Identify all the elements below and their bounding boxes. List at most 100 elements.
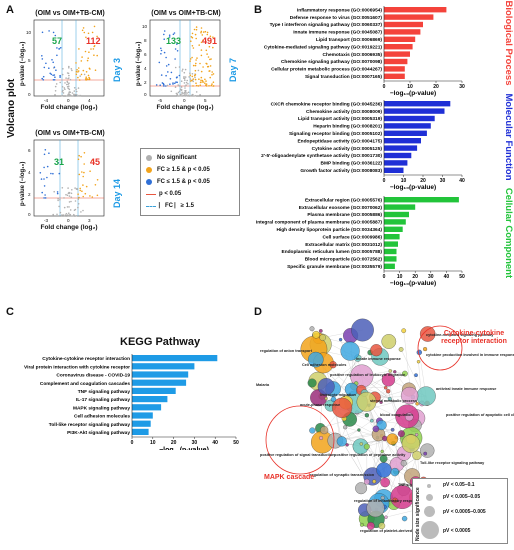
volcano-point (191, 75, 194, 78)
volcano-point (66, 80, 68, 83)
volcano-point (179, 93, 182, 96)
volcano-point (44, 197, 47, 199)
volcano-point (184, 79, 186, 81)
volcano-point (56, 192, 59, 195)
go-bar (384, 7, 447, 13)
volcano-point (176, 50, 179, 52)
network-node (364, 478, 370, 485)
volcano-point (205, 49, 208, 52)
go-bar-label: Cytokine activity (GO:0005125) (312, 146, 383, 152)
go-bar (384, 204, 416, 210)
go-bar-label: Extracellular matrix (GO:0031012) (305, 242, 382, 248)
volcano-point (53, 66, 56, 68)
volcano-point (68, 95, 71, 97)
legend-label: FC ≤ 1.5 & p < 0.05 (157, 179, 210, 185)
go-bar (384, 138, 421, 144)
kegg-tick-label: 0 (131, 440, 134, 446)
network-node (318, 329, 323, 333)
volcano-point (76, 94, 78, 96)
volcano-point (79, 187, 81, 190)
volcano-point (67, 192, 70, 195)
volcano-point (43, 166, 45, 169)
volcano-point (194, 76, 196, 79)
network-node (392, 497, 398, 503)
volcano-point (201, 34, 204, 36)
go-bar-label: Extracellular exosome (GO:0070062) (299, 205, 383, 211)
volcano-point (86, 59, 89, 62)
volcano-point (185, 81, 188, 84)
volcano-point (76, 95, 79, 97)
network-node (390, 467, 399, 477)
volcano-point (62, 89, 64, 92)
network-node-label: Malaria (256, 383, 270, 387)
volcano-point (192, 85, 194, 87)
volcano-point (176, 43, 178, 45)
volcano-point (96, 54, 98, 57)
volcano-point (75, 62, 77, 64)
volcano-day7-title: (OIM vs OIM+TB-CM) (151, 10, 221, 17)
volcano-point (88, 51, 90, 53)
go-bar (384, 51, 410, 57)
volcano-point (196, 57, 198, 59)
go-bar-label: Lipid transport activity (GO:0005319) (298, 116, 382, 122)
network-node (376, 462, 392, 478)
network-node (397, 430, 405, 438)
volcano-point (80, 60, 83, 62)
volcano-point (58, 48, 60, 50)
volcano-point (184, 90, 186, 92)
legend-dot-icon (146, 155, 152, 161)
go-tick-label: 0 (383, 84, 386, 90)
go-xlabel: −log₁₀(p-value) (390, 184, 436, 191)
volcano-point (83, 152, 86, 154)
volcano-day14-xlabel: Fold change (log₂) (40, 224, 98, 231)
go-tick-label: 50 (459, 274, 465, 280)
volcano-point (184, 85, 186, 87)
volcano-point (189, 60, 191, 62)
volcano-point (174, 86, 177, 88)
go-bar (384, 234, 400, 240)
volcano-point (158, 61, 161, 64)
kegg-bar (132, 387, 176, 394)
volcano-point (61, 94, 63, 97)
volcano-point (54, 34, 57, 37)
go-bar (384, 73, 405, 79)
legend-node-icon (424, 506, 435, 517)
volcano-point (64, 82, 66, 84)
volcano-point (167, 71, 169, 73)
volcano-point (200, 49, 203, 51)
volcano-point (77, 206, 79, 209)
network-node-label: positive regulation of apoptotic cell cl… (446, 413, 514, 417)
go-bar-label: Growth factor activity (GO:0008083) (300, 168, 382, 174)
volcano-point (208, 45, 211, 48)
go-bar-label: Integral component of plasma membrane (G… (256, 220, 382, 226)
volcano-point (71, 69, 73, 72)
network-node (416, 360, 421, 364)
volcano-day7-xtick: 0 (183, 98, 186, 103)
volcano-point (73, 90, 76, 92)
go-bar (384, 241, 398, 247)
volcano-point (54, 85, 57, 88)
volcano-point (72, 215, 75, 217)
kegg-bar (132, 428, 149, 435)
volcano-point (184, 94, 186, 97)
volcano-point (78, 197, 80, 199)
go-bar (384, 248, 397, 255)
volcano-point (68, 67, 70, 69)
volcano-point (208, 85, 210, 87)
go-category-title: Molecular Function (503, 93, 514, 180)
go-tick-label: 0 (383, 178, 386, 184)
volcano-point (72, 95, 74, 97)
volcano-point (187, 94, 189, 96)
go-bar-label: Plasma membrane (GO:0005886) (307, 212, 382, 218)
volcano-point (181, 70, 183, 72)
volcano-point (191, 73, 194, 75)
volcano-point (80, 155, 82, 158)
kegg-bar (132, 396, 168, 403)
volcano-point (192, 64, 195, 67)
volcano-day3 (33, 19, 105, 97)
volcano-point (200, 70, 203, 73)
network-legend: Node size significance pV < 0.05–0.1 pV … (412, 478, 508, 544)
volcano-point (65, 193, 67, 196)
kegg-tick-label: 10 (150, 440, 156, 446)
volcano-point (43, 153, 46, 156)
